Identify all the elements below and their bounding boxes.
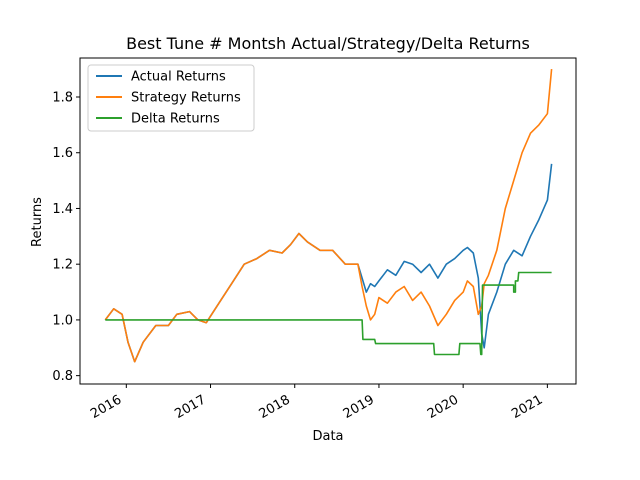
legend-items: Actual Returns Strategy Returns Delta Retu…	[96, 70, 241, 127]
y-tick-label: 1.0	[52, 313, 73, 328]
legend-label: Delta Returns	[131, 112, 220, 127]
legend-label: Strategy Returns	[131, 91, 241, 106]
series-line-delta-returns	[105, 271, 552, 356]
legend-box	[87, 64, 255, 132]
series-line-strategy-returns	[104, 69, 553, 363]
y-axis-title: Returns	[30, 197, 45, 247]
y-tick-label: 1.8	[52, 91, 73, 106]
chart-title: Best Tune # Montsh Actual/Strategy/Delta…	[126, 34, 530, 53]
y-tick-label: 0.8	[52, 369, 73, 384]
y-axis: 0.8 1.0 1.2 1.4 1.6 1.8	[52, 91, 80, 384]
legend-label: Actual Returns	[131, 70, 226, 85]
y-tick-label: 1.4	[52, 202, 73, 217]
y-tick-label: 1.6	[52, 146, 73, 161]
y-tick-label: 1.2	[52, 258, 73, 273]
series-layer	[104, 69, 553, 363]
legend: Actual Returns Strategy Returns Delta Retu…	[87, 64, 255, 132]
x-axis-title: Data	[312, 429, 343, 444]
plot-frame	[79, 57, 577, 385]
